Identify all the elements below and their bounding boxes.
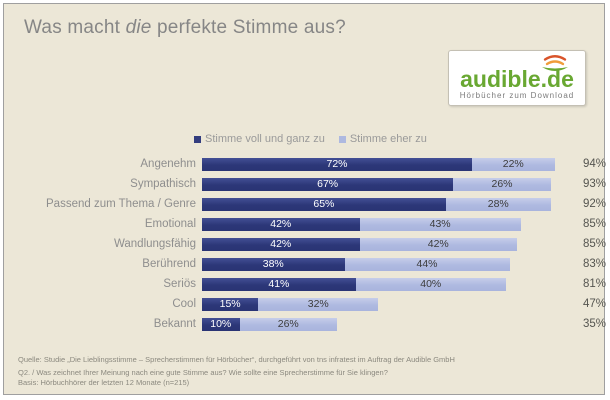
- category-label: Seriös: [163, 278, 196, 290]
- audible-logo-tagline: Hörbücher zum Download: [459, 91, 575, 100]
- bar: 41% 40%: [202, 277, 577, 291]
- bar-segment-voll: 38%: [202, 257, 345, 271]
- bar: 65% 28%: [202, 197, 577, 211]
- bar-total-label: 92%: [583, 198, 607, 210]
- bar-segment-voll: 15%: [202, 297, 259, 311]
- footer-question: Q2. / Was zeichnet Ihrer Meinung nach ei…: [18, 368, 388, 377]
- category-label: Bekannt: [153, 318, 196, 330]
- bar-segment-eher: 26%: [239, 317, 337, 331]
- bar-total-label: 81%: [583, 278, 607, 290]
- audible-logo-text: audible.de: [460, 55, 574, 91]
- bar: 67% 26%: [202, 177, 577, 191]
- bar-segment-eher: 40%: [355, 277, 506, 291]
- chart-row: Seriös 41% 40% 81%: [24, 274, 606, 294]
- bar: 42% 42%: [202, 237, 577, 251]
- footer-source: Quelle: Studie „Die Lieblingsstimme – Sp…: [18, 355, 455, 364]
- chart-row: Emotional 42% 43% 85%: [24, 214, 606, 234]
- bar: 42% 43%: [202, 217, 577, 231]
- bar-total-label: 94%: [583, 158, 607, 170]
- bar-segment-voll: 42%: [202, 237, 360, 251]
- footer-notes: Quelle: Studie „Die Lieblingsstimme – Sp…: [18, 355, 590, 388]
- bar-segment-eher: 28%: [445, 197, 551, 211]
- category-label: Wandlungsfähig: [113, 238, 196, 250]
- bar-segment-voll: 72%: [202, 157, 472, 171]
- title-prefix: Was macht: [24, 17, 126, 38]
- title-suffix: perfekte Stimme aus?: [151, 17, 346, 38]
- bar-segment-voll: 41%: [202, 277, 356, 291]
- legend-label-eher: Stimme eher zu: [349, 133, 427, 145]
- bar-segment-eher: 42%: [359, 237, 517, 251]
- title-italic: die: [125, 17, 152, 38]
- footer-basis: Basis: Hörbuchhörer der letzten 12 Monat…: [18, 378, 190, 387]
- audible-soundwave-icon: [541, 55, 568, 71]
- chart-row: Berührend 38% 44% 83%: [24, 254, 606, 274]
- bar-segment-voll: 67%: [202, 177, 454, 191]
- bar-segment-eher: 26%: [453, 177, 551, 191]
- legend-label-voll: Stimme voll und ganz zu: [205, 133, 325, 145]
- chart-row: Bekannt 10% 26% 35%: [24, 314, 606, 334]
- legend-swatch-eher: [338, 135, 346, 143]
- category-label: Angenehm: [140, 158, 196, 170]
- chart-row: Passend zum Thema / Genre 65% 28% 92%: [24, 194, 606, 214]
- chart-row: Angenehm 72% 22% 94%: [24, 154, 606, 174]
- stacked-bar-chart: Angenehm 72% 22% 94% Sympathisch 67% 26% 93% Pas…: [24, 154, 606, 334]
- bar-total-label: 47%: [583, 298, 607, 310]
- audible-logo: audible.de Hörbücher zum Download: [448, 50, 586, 106]
- category-label: Cool: [172, 298, 196, 310]
- category-label: Passend zum Thema / Genre: [46, 198, 196, 210]
- bar-segment-eher: 44%: [344, 257, 510, 271]
- bar-total-label: 93%: [583, 178, 607, 190]
- legend-swatch-voll: [194, 135, 201, 143]
- bar-segment-voll: 65%: [202, 197, 446, 211]
- category-label: Sympathisch: [130, 178, 196, 190]
- legend-item-voll: Stimme voll und ganz zu: [194, 133, 325, 145]
- chart-row: Sympathisch 67% 26% 93%: [24, 174, 606, 194]
- bar-segment-voll: 10%: [202, 317, 240, 331]
- bar-segment-eher: 32%: [258, 297, 379, 311]
- legend-item-eher: Stimme eher zu: [338, 133, 427, 145]
- bar: 15% 32%: [202, 297, 577, 311]
- bar-segment-voll: 42%: [202, 217, 360, 231]
- chart-row: Cool 15% 32% 47%: [24, 294, 606, 314]
- bar: 10% 26%: [202, 317, 577, 331]
- chart-legend: Stimme voll und ganz zu Stimme eher zu: [194, 133, 427, 145]
- bar-total-label: 85%: [583, 238, 607, 250]
- bar-total-label: 85%: [583, 218, 607, 230]
- bar-segment-eher: 43%: [359, 217, 521, 231]
- bar: 38% 44%: [202, 257, 577, 271]
- bar-total-label: 35%: [583, 318, 607, 330]
- bar-segment-eher: 22%: [472, 157, 555, 171]
- category-label: Berührend: [142, 258, 196, 270]
- category-label: Emotional: [144, 218, 196, 230]
- bar-total-label: 83%: [583, 258, 607, 270]
- chart-row: Wandlungsfähig 42% 42% 85%: [24, 234, 606, 254]
- page-title: Was macht die perfekte Stimme aus?: [24, 17, 346, 39]
- slide-panel: Was macht die perfekte Stimme aus? audib…: [3, 3, 606, 395]
- bar: 72% 22%: [202, 157, 577, 171]
